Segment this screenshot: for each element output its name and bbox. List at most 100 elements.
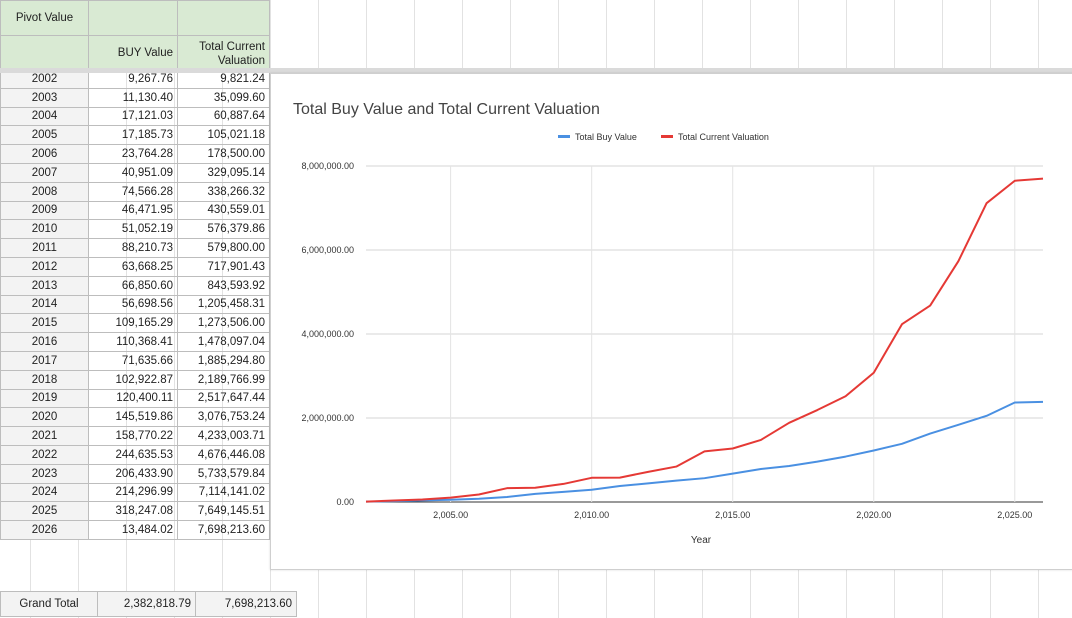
- buy-value-cell[interactable]: 17,185.73: [88, 125, 178, 146]
- buy-value-cell[interactable]: 214,296.99: [88, 482, 178, 503]
- valuation-cell[interactable]: 576,379.86: [177, 219, 270, 240]
- valuation-cell[interactable]: 7,114,141.02: [177, 482, 270, 503]
- buy-value-cell[interactable]: 11,130.40: [88, 87, 178, 108]
- valuation-cell[interactable]: 430,559.01: [177, 200, 270, 221]
- buy-value-header[interactable]: BUY Value: [88, 35, 178, 70]
- table-row: 2016 110,368.41 1,478,097.04: [0, 332, 270, 352]
- valuation-cell[interactable]: 843,593.92: [177, 275, 270, 296]
- valuation-cell[interactable]: 329,095.14: [177, 162, 270, 183]
- table-row: 2024 214,296.99 7,114,141.02: [0, 482, 270, 503]
- pivot-header-blank[interactable]: [88, 0, 178, 36]
- buy-value-cell[interactable]: 46,471.95: [88, 200, 178, 221]
- valuation-cell[interactable]: 1,205,458.31: [177, 294, 270, 315]
- buy-value-cell[interactable]: 74,566.28: [88, 181, 178, 202]
- buy-value-cell[interactable]: 110,368.41: [88, 332, 178, 352]
- buy-value-cell[interactable]: 66,850.60: [88, 275, 178, 296]
- valuation-cell[interactable]: 5,733,579.84: [177, 463, 270, 484]
- valuation-cell[interactable]: 2,189,766.99: [177, 369, 270, 390]
- table-row: 2026 13,484.02 7,698,213.60: [0, 520, 270, 540]
- valuation-cell[interactable]: 1,273,506.00: [177, 313, 270, 334]
- buy-value-cell[interactable]: 318,247.08: [88, 501, 178, 522]
- year-cell[interactable]: 2004: [0, 106, 89, 127]
- valuation-cell[interactable]: 60,887.64: [177, 106, 270, 127]
- y-axis-ticks: 0.00 2,000,000.00 4,000,000.00 6,000,000.00…: [301, 161, 354, 507]
- buy-value-cell[interactable]: 145,519.86: [88, 407, 178, 428]
- buy-value-cell[interactable]: 23,764.28: [88, 144, 178, 164]
- y-tick-label: 4,000,000.00: [301, 329, 354, 339]
- year-cell[interactable]: 2025: [0, 501, 89, 522]
- buy-value-cell[interactable]: 109,165.29: [88, 313, 178, 334]
- line-chart[interactable]: Total Buy Value and Total Current Valuat…: [270, 73, 1072, 570]
- table-row: 2015 109,165.29 1,273,506.00: [0, 313, 270, 334]
- buy-value-cell[interactable]: 120,400.11: [88, 388, 178, 409]
- x-tick-label: 2,020.00: [856, 510, 891, 520]
- buy-value-cell[interactable]: 88,210.73: [88, 238, 178, 258]
- buy-value-cell[interactable]: 51,052.19: [88, 219, 178, 240]
- year-cell[interactable]: 2013: [0, 275, 89, 296]
- valuation-cell[interactable]: 579,800.00: [177, 238, 270, 258]
- year-cell[interactable]: 2026: [0, 520, 89, 540]
- y-tick-label: 0.00: [336, 497, 354, 507]
- year-cell[interactable]: 2009: [0, 200, 89, 221]
- grand-total-buy[interactable]: 2,382,818.79: [97, 591, 196, 617]
- valuation-cell[interactable]: 178,500.00: [177, 144, 270, 164]
- buy-value-cell[interactable]: 206,433.90: [88, 463, 178, 484]
- valuation-cell[interactable]: 105,021.18: [177, 125, 270, 146]
- buy-value-cell[interactable]: 63,668.25: [88, 256, 178, 277]
- year-cell[interactable]: 2005: [0, 125, 89, 146]
- valuation-cell[interactable]: 3,076,753.24: [177, 407, 270, 428]
- table-row: 2006 23,764.28 178,500.00: [0, 144, 270, 164]
- pivot-title[interactable]: Pivot Value: [0, 0, 89, 36]
- year-cell[interactable]: 2008: [0, 181, 89, 202]
- valuation-cell[interactable]: 1,885,294.80: [177, 350, 270, 371]
- buy-value-cell[interactable]: 17,121.03: [88, 106, 178, 127]
- pivot-header-blank[interactable]: [0, 35, 89, 70]
- valuation-cell[interactable]: 1,478,097.04: [177, 332, 270, 352]
- year-cell[interactable]: 2021: [0, 426, 89, 446]
- buy-value-cell[interactable]: 56,698.56: [88, 294, 178, 315]
- buy-value-cell[interactable]: 158,770.22: [88, 426, 178, 446]
- year-cell[interactable]: 2006: [0, 144, 89, 164]
- valuation-cell[interactable]: 2,517,647.44: [177, 388, 270, 409]
- buy-value-cell[interactable]: 71,635.66: [88, 350, 178, 371]
- year-cell[interactable]: 2003: [0, 87, 89, 108]
- valuation-cell[interactable]: 7,698,213.60: [177, 520, 270, 540]
- year-cell[interactable]: 2018: [0, 369, 89, 390]
- valuation-cell[interactable]: 35,099.60: [177, 87, 270, 108]
- year-cell[interactable]: 2014: [0, 294, 89, 315]
- table-row: 2020 145,519.86 3,076,753.24: [0, 407, 270, 428]
- year-cell[interactable]: 2007: [0, 162, 89, 183]
- year-cell[interactable]: 2016: [0, 332, 89, 352]
- valuation-cell[interactable]: 338,266.32: [177, 181, 270, 202]
- table-row: 2017 71,635.66 1,885,294.80: [0, 350, 270, 371]
- chart-legend: Total Buy Value Total Current Valuation: [558, 132, 769, 142]
- x-tick-label: 2,010.00: [574, 510, 609, 520]
- buy-value-cell[interactable]: 244,635.53: [88, 444, 178, 465]
- year-cell[interactable]: 2011: [0, 238, 89, 258]
- valuation-cell[interactable]: 4,676,446.08: [177, 444, 270, 465]
- valuation-cell[interactable]: 7,649,145.51: [177, 501, 270, 522]
- year-cell[interactable]: 2020: [0, 407, 89, 428]
- grand-total-label[interactable]: Grand Total: [0, 591, 98, 617]
- total-valuation-header[interactable]: Total Current Valuation: [177, 35, 270, 70]
- year-cell[interactable]: 2019: [0, 388, 89, 409]
- buy-value-cell[interactable]: 13,484.02: [88, 520, 178, 540]
- year-cell[interactable]: 2017: [0, 350, 89, 371]
- year-cell[interactable]: 2010: [0, 219, 89, 240]
- year-cell[interactable]: 2024: [0, 482, 89, 503]
- series-line: [365, 177, 1044, 503]
- year-cell[interactable]: 2022: [0, 444, 89, 465]
- grand-total-valuation[interactable]: 7,698,213.60: [195, 591, 297, 617]
- year-cell[interactable]: 2012: [0, 256, 89, 277]
- valuation-cell[interactable]: 4,233,003.71: [177, 426, 270, 446]
- y-tick-label: 6,000,000.00: [301, 245, 354, 255]
- frozen-row-divider[interactable]: [0, 68, 1072, 73]
- x-tick-label: 2,025.00: [997, 510, 1032, 520]
- year-cell[interactable]: 2023: [0, 463, 89, 484]
- buy-value-cell[interactable]: 40,951.09: [88, 162, 178, 183]
- pivot-header-blank[interactable]: [177, 0, 270, 36]
- year-cell[interactable]: 2015: [0, 313, 89, 334]
- table-row: 2007 40,951.09 329,095.14: [0, 162, 270, 183]
- buy-value-cell[interactable]: 102,922.87: [88, 369, 178, 390]
- valuation-cell[interactable]: 717,901.43: [177, 256, 270, 277]
